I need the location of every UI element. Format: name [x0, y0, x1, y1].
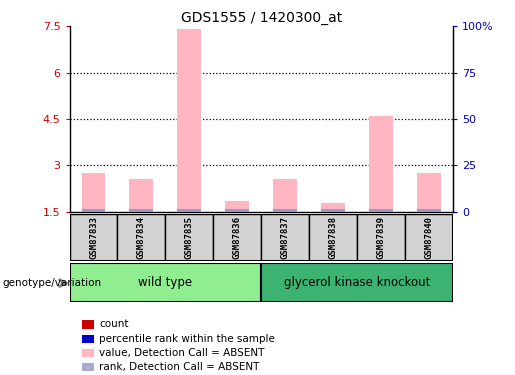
Bar — [165, 214, 213, 261]
Bar — [273, 209, 297, 212]
Bar — [178, 29, 201, 212]
Text: GSM87834: GSM87834 — [137, 216, 146, 259]
Bar — [261, 262, 453, 302]
Bar — [117, 214, 165, 261]
Bar — [213, 214, 261, 261]
Bar — [70, 214, 117, 261]
Text: value, Detection Call = ABSENT: value, Detection Call = ABSENT — [99, 348, 264, 358]
Text: wild type: wild type — [139, 276, 193, 289]
Text: percentile rank within the sample: percentile rank within the sample — [99, 334, 275, 344]
Text: rank, Detection Call = ABSENT: rank, Detection Call = ABSENT — [99, 362, 259, 372]
Bar — [70, 262, 261, 302]
Bar — [261, 214, 310, 261]
Bar — [129, 179, 153, 212]
Bar — [129, 209, 153, 212]
Bar — [273, 179, 297, 212]
Bar — [369, 209, 393, 212]
Bar — [81, 173, 106, 212]
Bar — [357, 214, 405, 261]
Bar — [417, 173, 441, 212]
Text: genotype/variation: genotype/variation — [3, 278, 101, 288]
Text: GSM87835: GSM87835 — [185, 216, 194, 259]
Text: count: count — [99, 320, 128, 329]
Bar — [226, 201, 249, 212]
Bar — [405, 214, 453, 261]
Text: GSM87833: GSM87833 — [89, 216, 98, 259]
Text: GSM87837: GSM87837 — [281, 216, 290, 259]
Title: GDS1555 / 1420300_at: GDS1555 / 1420300_at — [181, 11, 342, 25]
Bar — [369, 116, 393, 212]
Text: glycerol kinase knockout: glycerol kinase knockout — [284, 276, 431, 289]
Text: GSM87839: GSM87839 — [377, 216, 386, 259]
Bar — [226, 209, 249, 212]
Bar — [310, 214, 357, 261]
Bar — [321, 209, 345, 212]
Bar — [321, 202, 345, 212]
Bar — [417, 209, 441, 212]
Text: GSM87840: GSM87840 — [425, 216, 434, 259]
Text: GSM87836: GSM87836 — [233, 216, 242, 259]
Bar — [178, 209, 201, 212]
Text: GSM87838: GSM87838 — [329, 216, 338, 259]
Bar — [81, 209, 106, 212]
